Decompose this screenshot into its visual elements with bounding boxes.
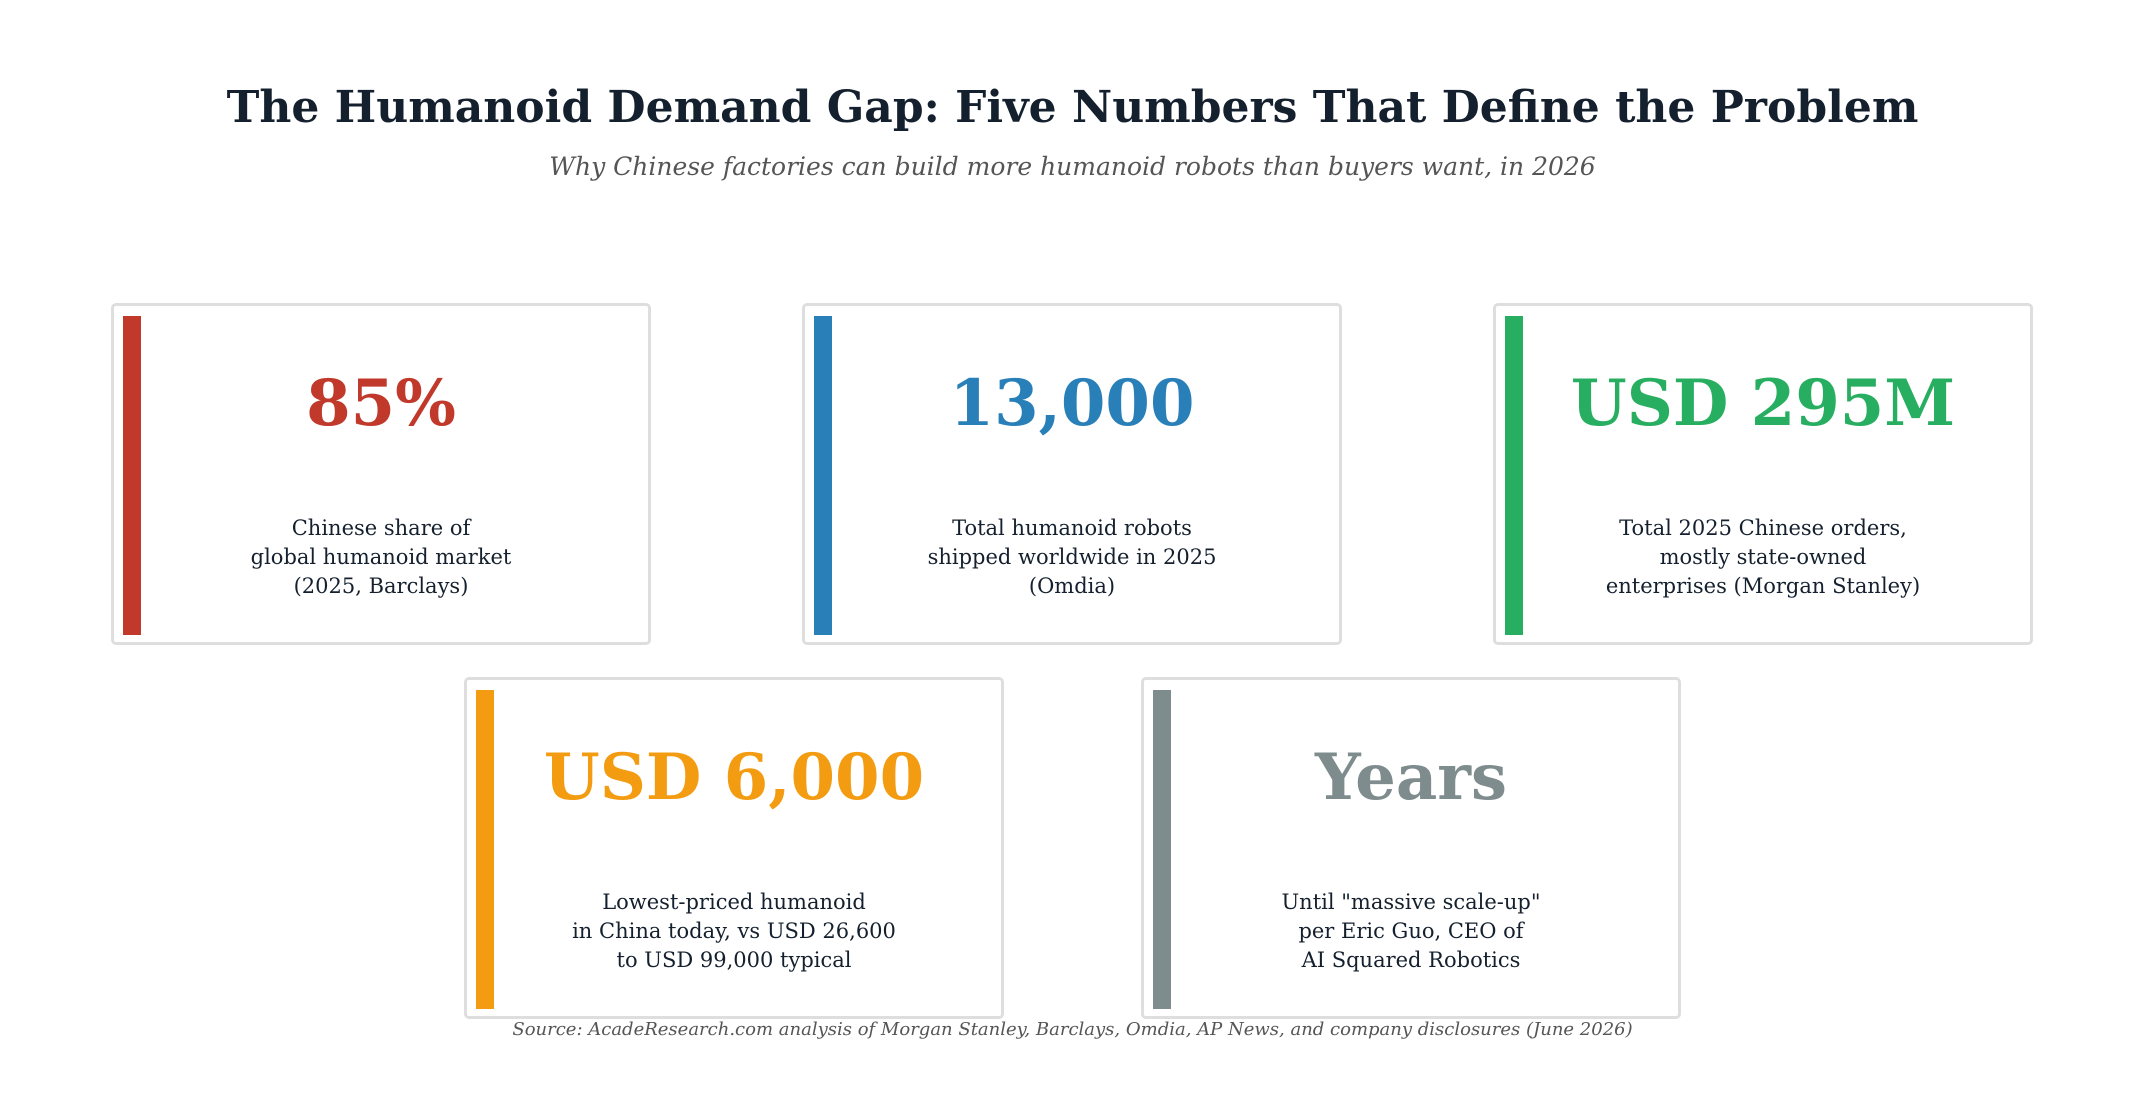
stat-card-lowest-price: USD 6,000 Lowest-priced humanoid in Chin… [464,677,1004,1019]
accent-bar [1153,690,1171,1009]
stat-card-timeline: Years Until "massive scale-up" per Eric … [1141,677,1681,1019]
stat-description: Until "massive scale-up" per Eric Guo, C… [1281,890,1541,972]
stat-description: Total 2025 Chinese orders, mostly state-… [1605,516,1921,598]
stat-value: USD 295M [1570,366,1956,441]
stat-card-orders: USD 295M Total 2025 Chinese orders, most… [1493,303,2033,645]
accent-bar [1505,316,1523,635]
source-note: Source: AcadeResearch.com analysis of Mo… [512,1019,1633,1040]
accent-bar [476,690,494,1009]
stat-card-market-share: 85% Chinese share of global humanoid mar… [111,303,651,645]
stat-value: 85% [306,366,456,441]
stat-description: Lowest-priced humanoid in China today, v… [572,890,896,972]
stat-value: Years [1314,740,1508,815]
accent-bar [123,316,141,635]
page-subtitle: Why Chinese factories can build more hum… [549,152,1596,181]
stat-value: USD 6,000 [543,740,925,815]
stat-value: 13,000 [949,366,1195,441]
stat-description: Chinese share of global humanoid market … [250,516,512,598]
page-title: The Humanoid Demand Gap: Five Numbers Th… [226,82,1919,133]
stat-description: Total humanoid robots shipped worldwide … [927,516,1217,598]
stat-card-shipments: 13,000 Total humanoid robots shipped wor… [802,303,1342,645]
accent-bar [814,316,832,635]
